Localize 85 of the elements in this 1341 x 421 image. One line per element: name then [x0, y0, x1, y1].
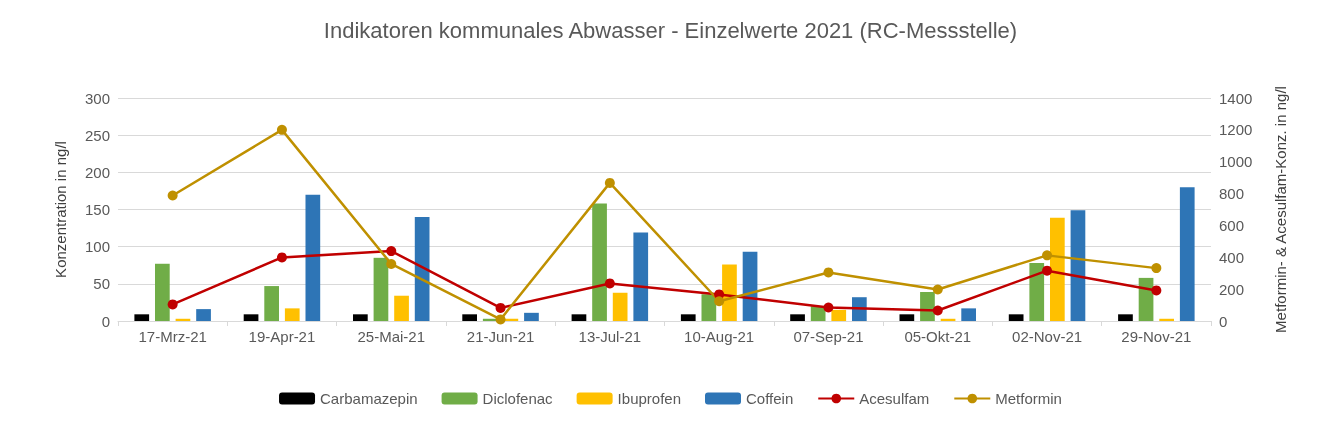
bar	[462, 314, 478, 321]
x-tick-label: 02-Nov-21	[1012, 328, 1083, 345]
y2-tick-label: 800	[1219, 185, 1245, 203]
y-axis-title: Konzentration in ng/l	[52, 141, 69, 278]
bar	[831, 309, 847, 321]
point	[932, 284, 943, 295]
point	[823, 267, 834, 278]
y2-tick-label: 0	[1219, 312, 1228, 330]
bar	[1159, 318, 1175, 321]
legend-label: Acesulfam	[859, 390, 930, 407]
point	[1151, 263, 1162, 274]
x-tick-label: 21-Jun-21	[466, 328, 535, 345]
bar	[284, 308, 300, 321]
bar	[1070, 210, 1086, 321]
point	[276, 252, 287, 263]
point	[823, 302, 834, 313]
point	[386, 246, 397, 257]
x-tick-label: 13-Jul-21	[578, 328, 642, 345]
chart-title: Indikatoren kommunales Abwasser - Einzelwerte 2021 (RC-Messstelle)	[323, 17, 1018, 43]
y2-axis-title: Metformin- & Acesulfam-Konz. in ng/l	[1272, 86, 1289, 333]
y-tick-label: 50	[93, 275, 110, 293]
legend-label: Metformin	[995, 390, 1062, 407]
x-tick-label: 29-Nov-21	[1121, 328, 1192, 345]
point	[932, 305, 943, 316]
y-tick-label: 150	[84, 201, 110, 218]
y-tick-label: 200	[84, 163, 110, 181]
y2-tick-label: 1200	[1219, 121, 1253, 139]
y2-tick-label: 1400	[1219, 89, 1253, 107]
bar	[571, 314, 587, 321]
bar	[701, 294, 717, 321]
point	[495, 314, 506, 325]
legend-label: Diclofenac	[482, 390, 554, 407]
x-tick-label: 25-Mai-21	[357, 328, 426, 345]
bar	[264, 286, 280, 321]
bar	[961, 308, 977, 321]
bar	[243, 314, 259, 321]
y2-tick-label: 200	[1219, 280, 1245, 298]
point	[714, 296, 725, 307]
x-tick-label: 19-Apr-21	[248, 328, 316, 345]
bar	[134, 314, 150, 321]
legend-label: Carbamazepin	[320, 390, 418, 407]
bar	[154, 263, 170, 321]
point	[604, 278, 615, 289]
bar	[592, 203, 607, 321]
bar	[373, 257, 389, 321]
bar	[353, 314, 368, 321]
point	[386, 258, 397, 269]
y-tick-label: 100	[84, 238, 110, 256]
legend-label: Ibuprofen	[617, 390, 682, 407]
y-tick-label: 250	[84, 126, 110, 144]
x-tick-label: 05-Okt-21	[904, 328, 972, 345]
bar	[1179, 187, 1195, 321]
x-tick-label: 07-Sep-21	[793, 328, 864, 345]
x-tick-label: 10-Aug-21	[684, 328, 755, 345]
bar	[680, 314, 696, 321]
legend-label: Coffein	[746, 390, 794, 407]
y2-tick-label: 600	[1219, 216, 1245, 234]
bar	[414, 216, 430, 321]
bar	[394, 295, 409, 321]
bar	[524, 312, 539, 321]
y2-tick-label: 1000	[1219, 153, 1253, 171]
bar	[1049, 217, 1065, 321]
point	[276, 124, 287, 135]
bar	[612, 292, 628, 321]
point	[1151, 285, 1162, 296]
y-tick-label: 0	[101, 312, 110, 330]
y-tick-label: 300	[84, 89, 110, 107]
bar	[305, 194, 321, 321]
bar	[1118, 314, 1133, 321]
bar	[633, 232, 649, 321]
bar	[1008, 314, 1024, 321]
point	[495, 302, 506, 313]
bar	[790, 314, 805, 321]
bar	[722, 264, 737, 321]
bar	[1029, 263, 1045, 321]
bar	[899, 314, 915, 321]
point	[604, 177, 615, 188]
bar	[196, 309, 211, 321]
x-tick-label: 17-Mrz-21	[138, 328, 207, 345]
bar	[920, 292, 935, 321]
point	[167, 299, 178, 310]
point	[1042, 250, 1053, 261]
y2-tick-label: 400	[1219, 248, 1245, 266]
point	[1042, 265, 1053, 276]
point	[167, 190, 178, 201]
